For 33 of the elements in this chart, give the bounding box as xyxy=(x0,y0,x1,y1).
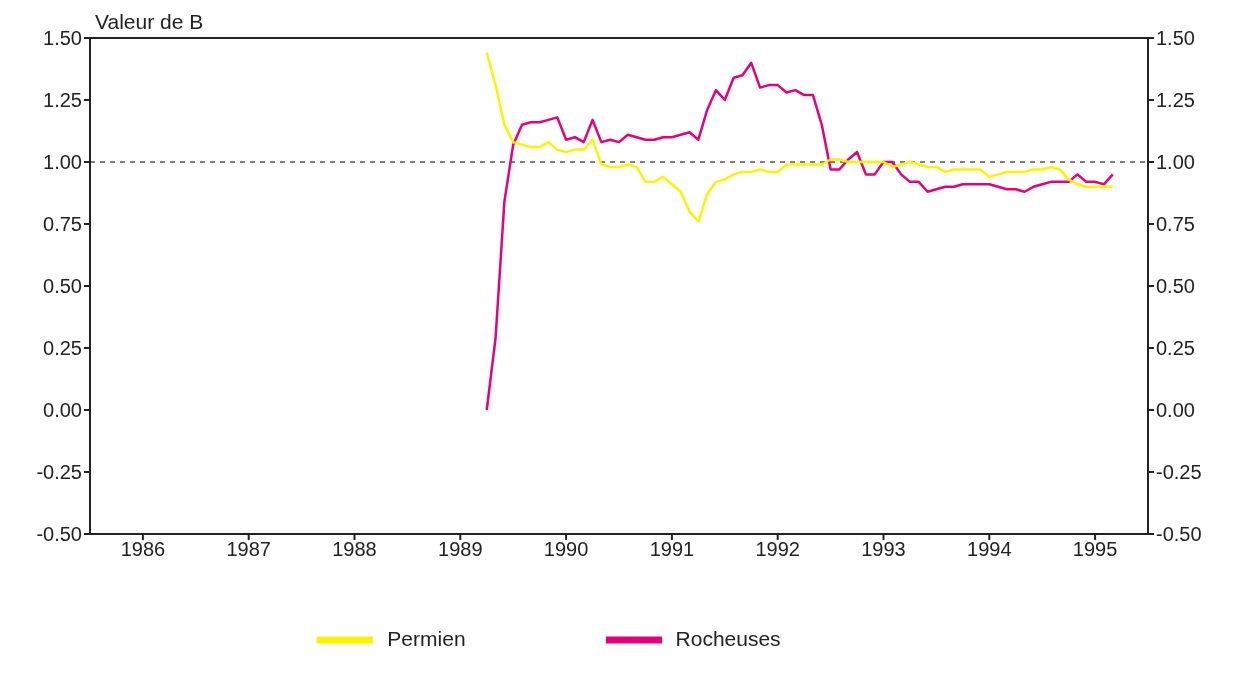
y2-tick-label: 0.00 xyxy=(1156,399,1195,422)
y2-tick-label: -0.25 xyxy=(1156,461,1202,484)
y-tick-label: -0.25 xyxy=(36,461,82,484)
x-tick-label: 1988 xyxy=(332,538,377,561)
y2-tick-label: 1.50 xyxy=(1156,27,1195,50)
x-tick-label: 1987 xyxy=(226,538,271,561)
y-tick-label: 0.00 xyxy=(43,399,82,422)
y-tick-label: 0.75 xyxy=(43,213,82,236)
x-tick-label: 1995 xyxy=(1072,538,1118,561)
y2-tick-label: 1.00 xyxy=(1156,151,1195,174)
y2-tick-label: -0.50 xyxy=(1156,523,1202,546)
x-tick-label: 1990 xyxy=(543,538,589,561)
x-tick-label: 1993 xyxy=(861,538,906,561)
x-tick-label: 1986 xyxy=(120,538,166,561)
y-tick-label: 1.00 xyxy=(43,151,82,174)
y2-tick-label: 0.75 xyxy=(1156,213,1195,236)
x-tick-label: 1994 xyxy=(967,538,1012,561)
y-tick-label: 1.25 xyxy=(43,89,82,112)
y2-tick-label: 1.25 xyxy=(1156,89,1195,112)
y-axis-title: Valeur de B xyxy=(95,10,204,34)
x-tick-label: 1992 xyxy=(755,538,800,561)
legend-label: Rocheuses xyxy=(675,626,781,650)
y2-tick-label: 0.50 xyxy=(1156,275,1195,298)
y2-tick-label: 0.25 xyxy=(1156,337,1195,360)
x-tick-label: 1989 xyxy=(438,538,483,561)
x-tick-label: 1991 xyxy=(649,538,695,561)
line-series xyxy=(485,51,1114,223)
y-tick-label: 0.50 xyxy=(43,275,82,298)
y-tick-label: 1.50 xyxy=(43,27,82,50)
legend-label: Permien xyxy=(387,626,466,650)
y-tick-label: 0.25 xyxy=(43,337,82,360)
line-series xyxy=(485,61,1114,412)
y-tick-label: -0.50 xyxy=(36,523,82,546)
